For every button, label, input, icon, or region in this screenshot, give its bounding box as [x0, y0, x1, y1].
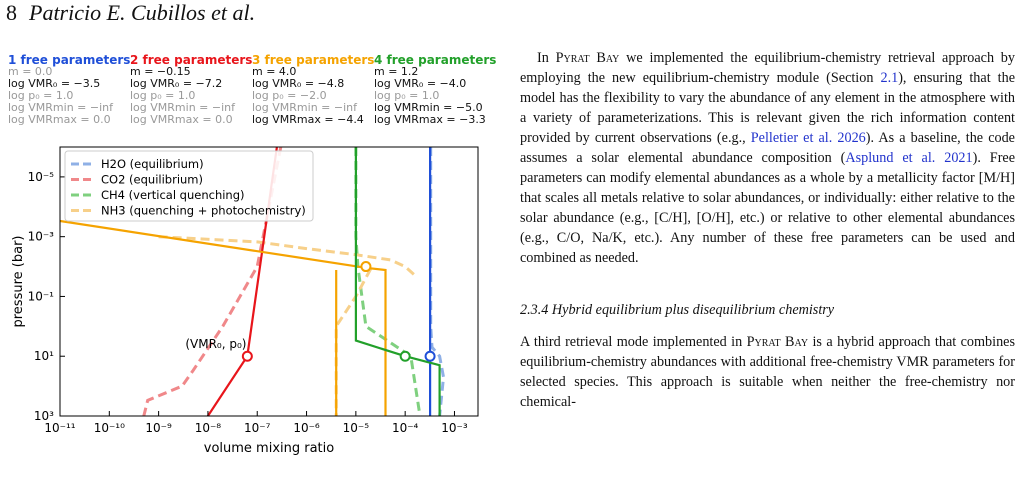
param-value: log VMR₀ = −3.5 [8, 77, 101, 90]
param-value: log VMR₀ = −4.0 [374, 77, 467, 90]
legend-label: NH3 (quenching + photochemistry) [101, 204, 306, 218]
y-tick-label: 10³ [34, 409, 54, 423]
param-value: m = 1.2 [374, 65, 419, 78]
param-value: log p₀ = −2.0 [252, 89, 327, 102]
x-tick-label: 10⁻¹¹ [44, 421, 75, 435]
anchor-marker [399, 350, 411, 362]
legend-box [64, 150, 314, 222]
anchor-marker [241, 350, 253, 362]
y-tick-label: 10¹ [34, 349, 54, 363]
series-line [142, 147, 283, 416]
running-authors: Patricio E. Cubillos et al. [29, 0, 256, 25]
x-tick-label: 10⁻³ [441, 421, 468, 435]
paragraph-2: A third retrieval mode implemented in Py… [520, 334, 1015, 410]
param-column-title: 4 free parameters [374, 53, 497, 67]
y-tick-label: 10⁻³ [28, 230, 55, 244]
param-column-1: 1 free parameters m = 0.0 log VMR₀ = −3.5 l… [8, 54, 130, 126]
param-value: log VMR₀ = −7.2 [130, 77, 223, 90]
param-column-title: 1 free parameters [8, 53, 131, 67]
param-value: log VMR₀ = −4.8 [252, 77, 345, 90]
page-header: 8 Patricio E. Cubillos et al. [6, 0, 255, 26]
figure-plot: (VMR₀, p₀) 10⁻¹¹ 10⁻¹⁰ 10⁻⁹ 10⁻⁸ 10⁻⁷ 10⁻⁶ 10⁻⁵… [11, 146, 479, 456]
param-value: log VMRmin = −inf [130, 101, 235, 114]
param-value: log VMRmax = −3.3 [374, 113, 486, 126]
x-tick-label: 10⁻⁹ [145, 421, 172, 435]
param-value: log VMRmax = −4.4 [252, 113, 364, 126]
param-column-4: 4 free parameters m = 1.2 log VMR₀ = −4.0 l… [374, 54, 496, 126]
series-line [60, 219, 387, 416]
section-heading: 2.3.4 Hybrid equilibrium plus disequilib… [520, 302, 835, 318]
x-tick-label: 10⁻⁴ [392, 421, 419, 435]
anchor-annotation: (VMR₀, p₀) [185, 337, 246, 351]
anchor-marker [360, 261, 372, 273]
series-line [354, 147, 441, 416]
x-tick-label: 10⁻⁶ [293, 421, 320, 435]
param-column-2: 2 free parameters m = −0.15 log VMR₀ = −7.… [130, 54, 252, 126]
param-value: log p₀ = 1.0 [8, 89, 74, 102]
anchor-marker [424, 350, 436, 362]
citation-link[interactable]: Asplund et al. 2021 [845, 150, 973, 166]
y-tick-label: 10⁻⁵ [28, 170, 55, 184]
param-column-title: 3 free parameters [252, 53, 375, 67]
param-column-3: 3 free parameters m = 4.0 log VMR₀ = −4.8 l… [252, 54, 374, 126]
x-tick-label: 10⁻⁵ [343, 421, 370, 435]
y-axis-label: pressure (bar) [11, 236, 26, 328]
citation-link[interactable]: Pelletier et al. 2026 [750, 130, 866, 146]
param-value: log VMRmax = 0.0 [130, 113, 233, 126]
param-value: log p₀ = 1.0 [374, 89, 440, 102]
param-value: log VMRmin = −5.0 [374, 101, 483, 114]
series-line [354, 147, 422, 416]
section-link[interactable]: 2.1 [880, 70, 899, 86]
y-tick-label: 10⁻¹ [28, 289, 55, 303]
x-tick-label: 10⁻⁷ [244, 421, 271, 435]
legend-label: CH4 (vertical quenching) [101, 188, 245, 202]
body-text: In Pyrat Bay we implemented the equilibr… [520, 48, 1015, 412]
legend-label: H2O (equilibrium) [101, 157, 204, 171]
param-column-title: 2 free parameters [130, 53, 253, 67]
param-value: log p₀ = 1.0 [130, 89, 196, 102]
param-value: log VMRmin = −inf [8, 101, 113, 114]
legend-label: CO2 (equilibrium) [101, 173, 203, 187]
page-number: 8 [6, 0, 17, 25]
x-tick-label: 10⁻¹⁰ [94, 421, 125, 435]
series-line [334, 268, 373, 416]
x-axis-label: volume mixing ratio [204, 441, 335, 456]
param-value: log VMRmin = −inf [252, 101, 357, 114]
paragraph-1: In Pyrat Bay we implemented the equilibr… [520, 50, 1016, 266]
param-value: log VMRmax = 0.0 [8, 113, 111, 126]
x-tick-label: 10⁻⁸ [195, 421, 222, 435]
plot-frame [59, 146, 479, 417]
series-line [429, 147, 446, 416]
param-value: m = −0.15 [130, 65, 191, 78]
param-value: m = 4.0 [252, 65, 297, 78]
param-value: m = 0.0 [8, 65, 53, 78]
